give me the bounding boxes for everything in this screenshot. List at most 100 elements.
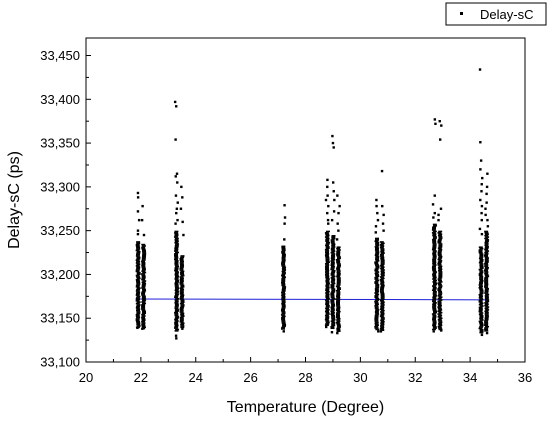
data-point — [179, 263, 184, 266]
data-point — [325, 276, 330, 279]
data-point — [330, 281, 335, 283]
data-point — [379, 290, 384, 292]
data-point — [375, 275, 380, 278]
data-point — [484, 248, 489, 251]
data-point — [485, 250, 490, 252]
data-point — [331, 235, 336, 237]
data-point — [135, 306, 140, 309]
data-point — [174, 260, 179, 262]
data-point — [330, 257, 335, 260]
data-point — [135, 249, 140, 252]
data-point — [438, 296, 443, 299]
data-point — [331, 289, 336, 292]
x-axis-label: Temperature (Degree) — [227, 399, 384, 416]
data-point — [479, 264, 484, 267]
data-point — [281, 288, 286, 291]
data-point — [432, 272, 437, 275]
data-point — [432, 246, 437, 248]
data-point — [331, 270, 336, 272]
data-point — [136, 305, 141, 308]
data-point — [330, 292, 335, 295]
data-point — [136, 210, 140, 213]
data-point — [479, 275, 484, 278]
data-point — [174, 317, 179, 320]
data-point — [438, 246, 443, 248]
data-point — [136, 263, 141, 266]
data-point — [338, 204, 341, 208]
data-point — [484, 317, 489, 320]
data-point — [135, 302, 140, 305]
data-point — [432, 223, 437, 226]
data-point — [179, 287, 184, 289]
data-point — [432, 268, 437, 271]
data-point — [135, 245, 140, 247]
data-point — [484, 281, 489, 283]
data-point — [433, 211, 436, 215]
data-point — [336, 270, 341, 272]
data-point — [375, 309, 380, 311]
data-point — [484, 268, 489, 271]
data-point — [484, 282, 489, 285]
data-point — [331, 314, 336, 317]
data-point — [438, 311, 443, 314]
data-point — [440, 124, 443, 127]
data-point — [281, 304, 286, 306]
data-point — [136, 248, 141, 250]
data-point — [484, 254, 488, 257]
data-point — [375, 267, 380, 269]
data-point — [335, 289, 340, 292]
data-point — [136, 277, 141, 280]
data-point — [331, 317, 336, 320]
data-point — [325, 297, 330, 300]
data-point — [174, 314, 179, 317]
data-point — [375, 253, 380, 255]
data-point — [437, 306, 442, 308]
data-point — [174, 250, 179, 252]
data-point — [179, 292, 184, 295]
data-point — [180, 270, 185, 273]
data-point — [437, 310, 442, 313]
data-point — [432, 324, 437, 327]
data-point — [484, 313, 489, 315]
data-point — [141, 313, 146, 316]
data-point — [181, 220, 184, 224]
data-point — [438, 275, 443, 278]
data-point — [180, 325, 185, 327]
data-point — [380, 313, 385, 316]
data-point — [325, 286, 330, 289]
data-point — [179, 280, 184, 282]
data-point — [375, 271, 380, 273]
data-point — [281, 316, 286, 319]
data-point — [336, 327, 341, 330]
data-point — [379, 253, 384, 256]
data-point — [431, 232, 436, 234]
data-point — [174, 138, 177, 141]
data-point — [374, 248, 379, 251]
x-tick-label: 30 — [353, 370, 367, 385]
data-point — [479, 330, 484, 333]
data-point — [479, 263, 484, 265]
y-tick-label: 33,300 — [40, 179, 80, 194]
data-point — [174, 299, 179, 301]
data-point — [324, 274, 329, 276]
data-point — [374, 304, 379, 307]
data-point — [336, 303, 341, 306]
data-point — [325, 243, 330, 245]
data-point — [175, 281, 180, 283]
data-point — [380, 256, 385, 259]
data-point — [484, 297, 489, 300]
data-point — [175, 207, 179, 210]
data-point — [437, 241, 442, 244]
data-point — [141, 324, 146, 327]
data-point — [330, 274, 335, 276]
data-point — [180, 323, 185, 326]
data-point — [484, 258, 489, 261]
data-point — [479, 302, 484, 305]
data-point — [433, 282, 438, 285]
data-point — [438, 285, 443, 287]
data-point — [141, 327, 144, 330]
data-point — [136, 280, 141, 282]
data-point — [282, 325, 286, 327]
data-point — [486, 218, 489, 222]
data-point — [484, 276, 489, 279]
